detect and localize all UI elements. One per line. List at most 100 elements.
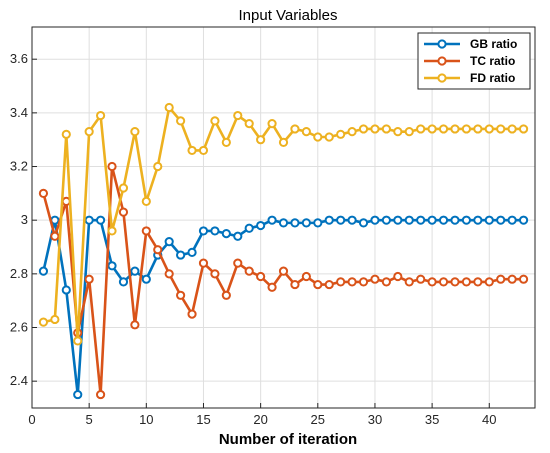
data-point [381,124,391,134]
data-point [176,250,186,260]
data-point [301,127,311,137]
data-point [450,277,460,287]
y-tick-label: 3.6 [10,51,28,66]
data-point [73,389,83,400]
data-point [290,124,300,134]
data-point [267,282,277,292]
chart-title: Input Variables [239,7,338,24]
legend-entry: GB ratio [424,37,517,51]
data-point [187,145,197,156]
data-point [233,231,243,241]
x-tick-label: 0 [28,412,35,427]
data-point [496,215,506,225]
data-point [450,215,460,225]
data-point [347,127,357,137]
x-axis-label: Number of iteration [219,431,357,448]
y-tick-label: 2.6 [10,320,28,335]
data-point [176,290,186,300]
data-point [313,132,323,142]
data-point [416,124,426,134]
data-point [461,277,472,287]
data-point [221,290,231,300]
data-point [358,124,369,134]
data-point [507,215,517,225]
data-point [210,226,220,236]
data-point [61,285,71,295]
x-tick-label: 40 [482,412,496,427]
data-point [461,215,472,225]
legend-swatch-marker [437,73,447,83]
y-tick-label: 2.8 [10,266,28,281]
data-point [473,277,483,287]
data-point [153,161,163,172]
data-point [164,102,174,113]
data-point [233,110,243,121]
data-point [278,218,289,228]
data-point [187,247,197,257]
data-point [141,274,151,284]
data-point [404,127,414,137]
data-point [164,269,174,279]
legend-entry: FD ratio [424,71,515,85]
data-point [244,118,254,129]
data-point [118,183,129,193]
data-point [130,127,140,137]
data-point [416,274,426,284]
data-point [370,215,380,225]
data-point [438,277,449,287]
data-point [50,314,60,325]
data-point [176,116,186,126]
data-point [473,124,483,134]
data-point [324,132,334,142]
data-point [427,124,437,134]
data-point [210,269,220,279]
data-point [95,215,106,225]
data-point [324,279,334,290]
data-point [393,215,403,225]
data-point [84,274,94,284]
data-point [404,277,414,287]
data-point [244,223,254,233]
legend-swatch-marker [437,39,447,49]
x-tick-label: 25 [311,412,325,427]
data-point [198,145,209,156]
data-point [336,129,346,139]
data-point [221,137,231,147]
data-point [484,277,494,287]
data-point [438,215,449,225]
data-point [473,215,483,225]
data-point [61,129,71,139]
data-point [507,274,517,284]
data-point [313,218,323,228]
x-tick-label: 20 [253,412,267,427]
data-point [290,279,300,290]
y-tick-label: 2.4 [10,373,28,388]
data-point [347,277,357,287]
data-point [301,271,311,282]
y-tick-label: 3.4 [10,105,28,120]
y-tick-label: 3.2 [10,159,28,174]
data-point [118,277,129,287]
data-point [107,161,117,172]
data-point [404,215,414,225]
data-point [267,215,277,225]
data-point [290,218,300,228]
data-point [118,207,129,217]
data-point [38,317,49,327]
data-point [370,274,380,284]
y-tick-label: 3 [21,212,28,227]
series-gb-ratio [38,215,529,400]
x-tick-label: 5 [86,412,93,427]
data-point [141,196,151,207]
x-tick-label: 15 [196,412,210,427]
data-point [324,215,334,225]
x-tick-label: 30 [368,412,382,427]
data-point [461,124,472,134]
data-point [38,188,49,198]
data-point [393,271,403,282]
data-point [267,118,277,129]
data-point [107,261,117,271]
ticks: 0 5 10 15 20 25 30 35 40 2.4 2.6 2.8 3 3.2 3.4 3.6 [10,51,497,427]
